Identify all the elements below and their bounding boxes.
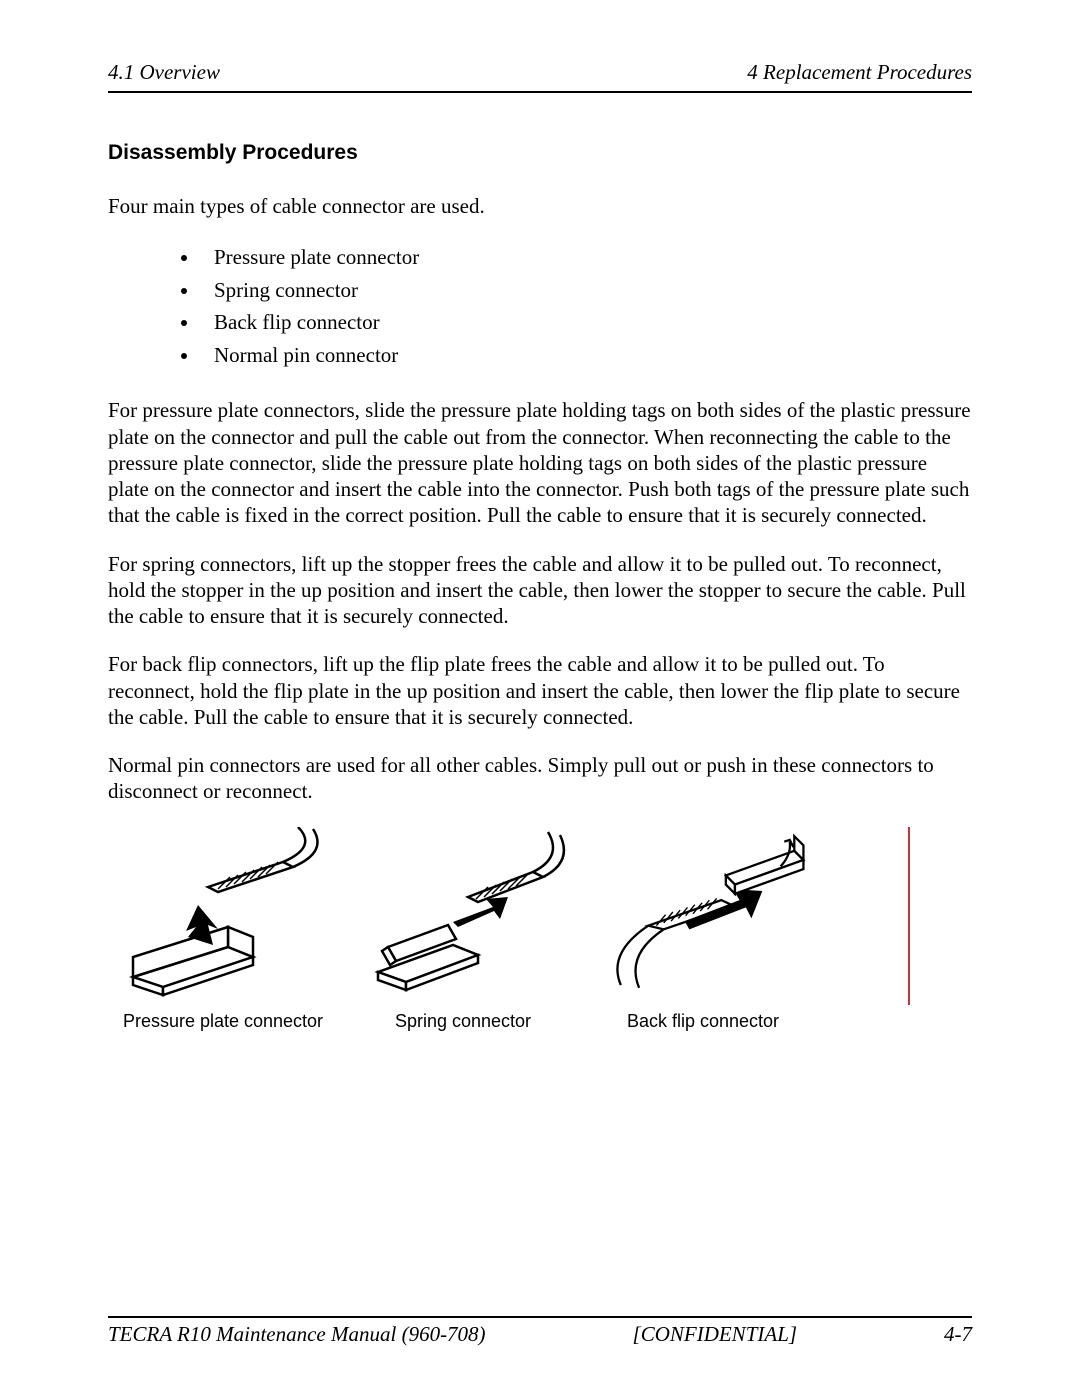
- pressure-plate-diagram: [118, 827, 328, 997]
- header-rule: [108, 91, 972, 93]
- page-header: 4.1 Overview 4 Replacement Procedures: [108, 60, 972, 91]
- figures-row: Pressure plate connector: [108, 827, 972, 1032]
- header-left: 4.1 Overview: [108, 60, 220, 85]
- header-right: 4 Replacement Procedures: [747, 60, 972, 85]
- section-title: Disassembly Procedures: [108, 141, 972, 165]
- list-item: Spring connector: [200, 274, 972, 307]
- figure-caption: Spring connector: [395, 1011, 531, 1032]
- list-item: Normal pin connector: [200, 339, 972, 372]
- paragraph-spring: For spring connectors, lift up the stopp…: [108, 551, 972, 630]
- intro-paragraph: Four main types of cable connector are u…: [108, 193, 972, 219]
- figure-pressure-plate: Pressure plate connector: [108, 827, 338, 1032]
- paragraph-backflip: For back flip connectors, lift up the fl…: [108, 651, 972, 730]
- figure-back-flip: Back flip connector: [588, 827, 818, 1032]
- figure-caption: Pressure plate connector: [123, 1011, 323, 1032]
- footer-center: [CONFIDENTIAL]: [633, 1322, 798, 1347]
- spring-diagram: [358, 827, 568, 997]
- connector-types-list: Pressure plate connector Spring connecto…: [200, 241, 972, 371]
- paragraph-pressure: For pressure plate connectors, slide the…: [108, 397, 972, 528]
- list-item: Pressure plate connector: [200, 241, 972, 274]
- footer-row: TECRA R10 Maintenance Manual (960-708) […: [108, 1322, 972, 1347]
- figure-spring: Spring connector: [348, 827, 578, 1032]
- figure-caption: Back flip connector: [627, 1011, 779, 1032]
- page-footer: TECRA R10 Maintenance Manual (960-708) […: [108, 1316, 972, 1347]
- footer-right: 4-7: [944, 1322, 972, 1347]
- paragraph-normal: Normal pin connectors are used for all o…: [108, 752, 972, 805]
- list-item: Back flip connector: [200, 306, 972, 339]
- footer-rule: [108, 1316, 972, 1318]
- back-flip-diagram: [598, 827, 808, 997]
- footer-left: TECRA R10 Maintenance Manual (960-708): [108, 1322, 486, 1347]
- revision-bar: [908, 827, 910, 1005]
- page: 4.1 Overview 4 Replacement Procedures Di…: [0, 0, 1080, 1397]
